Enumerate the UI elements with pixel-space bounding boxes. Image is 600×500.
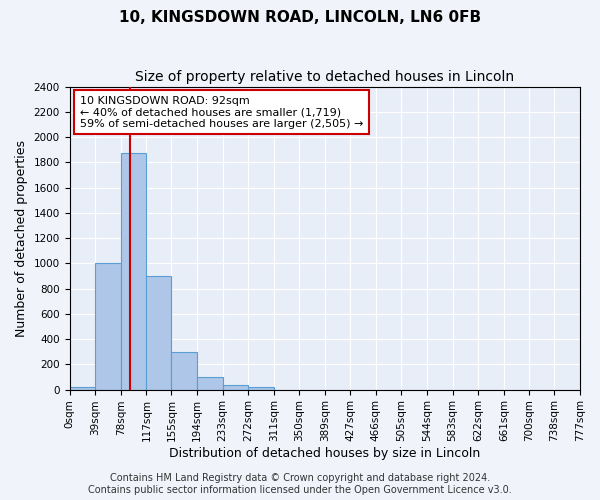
- Text: 10 KINGSDOWN ROAD: 92sqm
← 40% of detached houses are smaller (1,719)
59% of sem: 10 KINGSDOWN ROAD: 92sqm ← 40% of detach…: [80, 96, 363, 129]
- X-axis label: Distribution of detached houses by size in Lincoln: Distribution of detached houses by size …: [169, 447, 481, 460]
- Title: Size of property relative to detached houses in Lincoln: Size of property relative to detached ho…: [135, 70, 514, 84]
- Bar: [70, 387, 95, 390]
- Bar: [248, 387, 274, 390]
- Bar: [223, 384, 248, 390]
- Bar: [146, 276, 172, 390]
- Text: 10, KINGSDOWN ROAD, LINCOLN, LN6 0FB: 10, KINGSDOWN ROAD, LINCOLN, LN6 0FB: [119, 10, 481, 25]
- Text: Contains HM Land Registry data © Crown copyright and database right 2024.
Contai: Contains HM Land Registry data © Crown c…: [88, 474, 512, 495]
- Bar: [121, 154, 146, 390]
- Bar: [95, 264, 121, 390]
- Bar: [197, 377, 223, 390]
- Bar: [172, 352, 197, 390]
- Y-axis label: Number of detached properties: Number of detached properties: [15, 140, 28, 336]
